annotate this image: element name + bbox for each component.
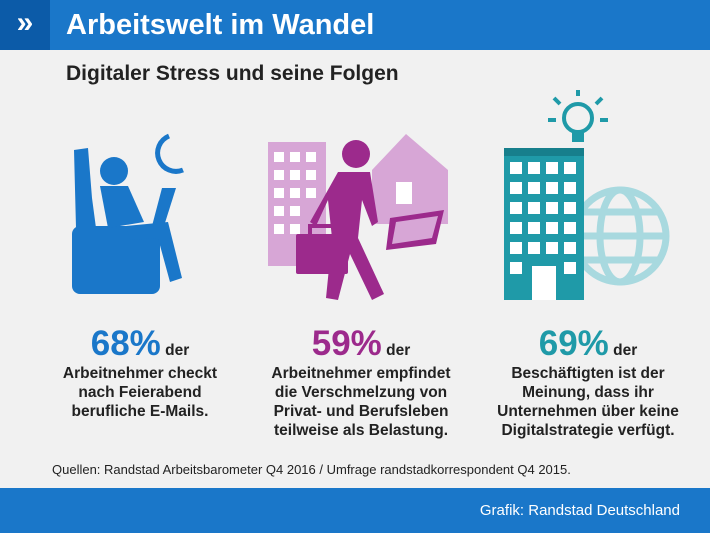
stat-line: die Verschmelzung von (274, 384, 448, 401)
person-laptop-night-icon (72, 133, 184, 294)
header-bar: » Arbeitswelt im Wandel (0, 0, 710, 50)
footer-bar: Grafik: Randstad Deutschland (0, 488, 710, 533)
stat-percent-1: 68% (90, 324, 161, 363)
stat-line: Meinung, dass ihr (522, 384, 654, 401)
stat-line: teilweise als Belastung. (273, 422, 448, 439)
stat-line: nach Feierabend (78, 384, 202, 401)
stat-line: Arbeitnehmer checkt (62, 365, 218, 382)
credit-text: Grafik: Randstad Deutschland (479, 502, 680, 519)
stat-line: berufliche E-Mails. (71, 403, 209, 420)
stat-block-3: 69% der Beschäftigten ist der Meinung, d… (478, 324, 698, 440)
page-title: Arbeitswelt im Wandel (66, 9, 375, 41)
stat-line: Beschäftigten ist der (511, 365, 665, 382)
chevron-icon: » (0, 0, 50, 50)
stat-line: Unternehmen über keine (497, 403, 679, 420)
stat-percent-2: 59% (311, 324, 382, 363)
stat-block-1: 68% der Arbeitnehmer checkt nach Feierab… (50, 324, 230, 421)
stat-block-2: 59% der Arbeitnehmer empfindet die Versc… (256, 324, 466, 440)
stat-line: Privat- und Berufsleben (273, 403, 449, 420)
stat-der-1: der (165, 342, 190, 359)
stat-percent-3: 69% (538, 324, 609, 363)
stat-line: Arbeitnehmer empfindet (271, 365, 451, 382)
stat-der-3: der (613, 342, 638, 359)
source-note: Quellen: Randstad Arbeitsbarometer Q4 20… (52, 462, 571, 477)
stat-der-2: der (386, 342, 411, 359)
building-globe-idea-icon (504, 90, 670, 300)
stat-line: Digitalstrategie verfügt. (501, 422, 675, 439)
commuter-office-home-icon (268, 134, 448, 300)
subtitle: Digitaler Stress und seine Folgen (66, 62, 399, 85)
